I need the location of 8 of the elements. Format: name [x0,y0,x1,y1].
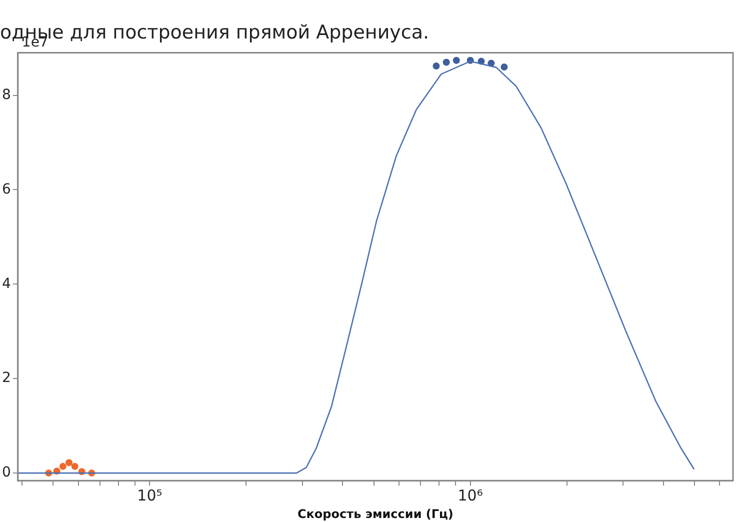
x-tick-label: 10⁶ [458,486,483,504]
y-tick-label: 2 [2,370,11,386]
y-tick-label: 0 [2,464,11,481]
y-tick-label: 4 [2,276,11,292]
y-tick-label: 6 [2,181,11,198]
x-axis-title: Скорость эмиссии (Гц) [297,506,454,521]
y-tick-label: 8 [2,86,11,103]
x-tick-label: 10⁵ [137,486,162,504]
